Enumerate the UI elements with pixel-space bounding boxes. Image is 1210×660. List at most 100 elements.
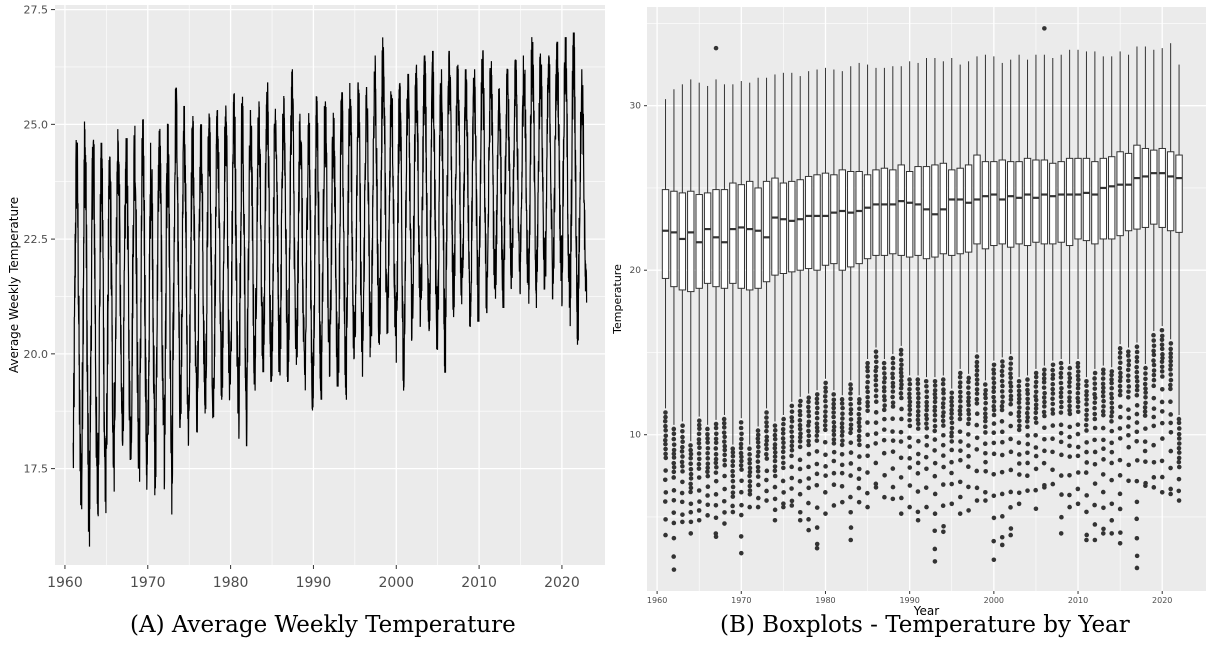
box-iqr	[687, 190, 695, 293]
outlier-point	[864, 385, 870, 390]
outlier-point	[697, 499, 702, 504]
outlier-point	[831, 441, 837, 446]
box-iqr	[788, 180, 796, 273]
outlier-point	[999, 491, 1005, 497]
outlier-point	[1067, 384, 1072, 389]
outlier-point	[848, 461, 854, 466]
outlier-point	[1016, 452, 1022, 457]
outlier-point	[671, 488, 677, 493]
outlier-point	[789, 447, 795, 453]
outlier-point	[848, 386, 854, 392]
outlier-point	[873, 431, 879, 436]
outlier-point	[1118, 374, 1123, 380]
outlier-point	[1134, 516, 1139, 522]
x-tick-label: 1960	[47, 575, 83, 591]
outlier-point	[797, 403, 803, 408]
outlier-point	[662, 477, 668, 483]
outlier-point	[958, 439, 963, 444]
boxplot-2018	[1141, 46, 1150, 489]
outlier-point	[823, 398, 828, 404]
outlier-point	[932, 528, 938, 534]
outlier-point	[797, 444, 803, 450]
outlier-point	[806, 476, 812, 481]
outlier-point	[1025, 382, 1030, 388]
outlier-point	[1168, 465, 1173, 471]
boxplot-1982	[838, 71, 847, 505]
outlier-point	[747, 504, 753, 510]
box-iqr	[762, 180, 771, 283]
outlier-point	[1134, 349, 1140, 355]
outlier-point	[688, 509, 694, 515]
outlier-point	[1025, 441, 1031, 447]
outlier-point	[713, 470, 719, 475]
outlier-point	[873, 460, 879, 466]
outlier-point	[991, 440, 997, 446]
outlier-point	[882, 494, 887, 500]
outlier-point	[1142, 448, 1148, 454]
box-iqr	[1065, 157, 1074, 247]
outlier-point	[1109, 405, 1115, 411]
outlier-point	[713, 460, 719, 466]
outlier-point	[898, 475, 904, 480]
outlier-point	[739, 436, 744, 442]
outlier-point	[1125, 378, 1131, 384]
outlier-point	[941, 464, 946, 470]
outlier-point	[1084, 389, 1089, 394]
outlier-point	[932, 423, 938, 429]
outlier-point	[696, 418, 702, 424]
outlier-point	[1176, 455, 1182, 461]
outlier-point	[789, 498, 795, 504]
outlier-point	[1008, 532, 1013, 538]
outlier-point	[738, 534, 744, 539]
box-iqr	[1082, 157, 1091, 242]
boxplot-1973	[762, 77, 771, 503]
outlier-point	[705, 465, 710, 471]
caption-panel-a: (A) Average Weekly Temperature	[130, 612, 516, 638]
outlier-point	[1067, 454, 1073, 459]
outlier-point	[780, 478, 786, 484]
outlier-point	[983, 468, 988, 474]
outlier-point	[1075, 395, 1081, 401]
boxplot-1986	[872, 67, 880, 490]
outlier-point	[924, 412, 929, 418]
outlier-point	[957, 412, 963, 417]
outlier-point	[772, 442, 778, 447]
outlier-point	[924, 384, 929, 389]
caption-panel-b: (B) Boxplots - Temperature by Year	[720, 612, 1130, 638]
outlier-point	[696, 488, 702, 493]
outlier-point	[1000, 394, 1005, 399]
outlier-point	[671, 460, 677, 466]
outlier-point	[1126, 373, 1131, 378]
outlier-point	[865, 504, 870, 510]
outlier-point	[1168, 399, 1173, 404]
outlier-point	[688, 451, 694, 457]
outlier-point	[1101, 505, 1106, 511]
outlier-point	[873, 410, 879, 415]
outlier-point	[772, 432, 778, 438]
outlier-point	[781, 504, 786, 510]
outlier-point	[1101, 385, 1106, 391]
outlier-point	[781, 440, 786, 446]
outlier-point	[1016, 388, 1022, 394]
outlier-point	[899, 495, 904, 501]
boxplot-1997	[964, 61, 973, 513]
outlier-point	[1134, 553, 1140, 559]
y-tick-label: 30	[630, 102, 642, 112]
outlier-point	[814, 400, 820, 406]
outlier-point	[1008, 526, 1014, 531]
outlier-point	[974, 377, 980, 382]
outlier-point	[1016, 501, 1022, 507]
outlier-point	[974, 396, 980, 402]
outlier-point	[1159, 346, 1165, 352]
outlier-point	[890, 375, 896, 381]
outlier-point	[831, 424, 837, 430]
outlier-point	[738, 450, 744, 456]
outlier-point	[1084, 532, 1089, 538]
outlier-point	[924, 394, 930, 400]
outlier-point	[705, 484, 711, 489]
outlier-point	[663, 433, 669, 439]
outlier-point	[1067, 403, 1072, 409]
outlier-point	[1025, 424, 1030, 430]
outlier-point	[1109, 477, 1114, 483]
box-iqr	[720, 189, 729, 289]
